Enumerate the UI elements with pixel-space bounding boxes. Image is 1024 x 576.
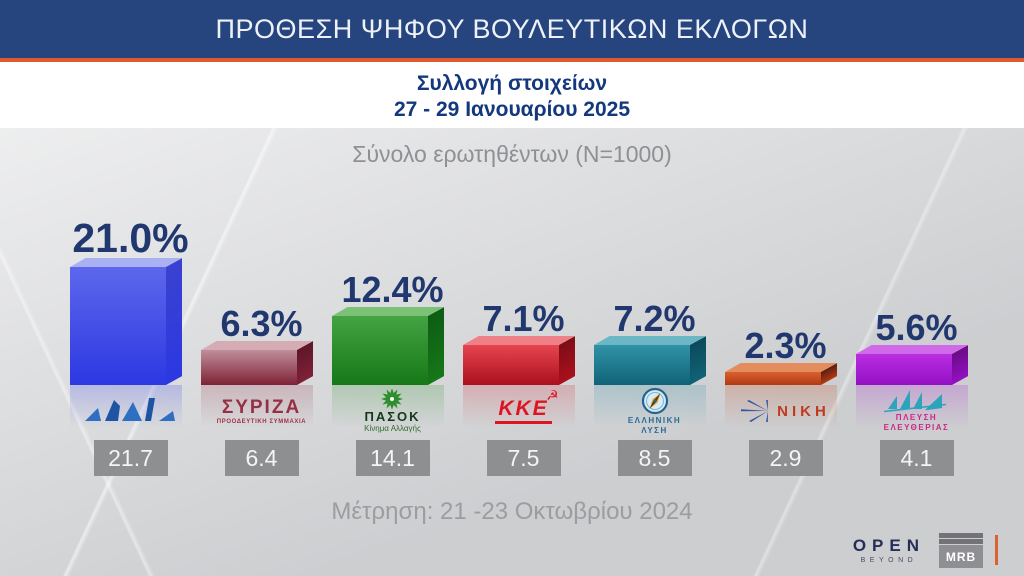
- party-column-kke: 7.1% ☭ ΚΚΕ 7.5: [458, 190, 589, 476]
- percent-label: 7.1%: [482, 298, 565, 339]
- branding: OPEN BEYOND MRB: [853, 532, 998, 568]
- subtitle-line-1: Συλλογή στοιχείων: [416, 72, 608, 95]
- party-logo: ΠΑΣΟΚ Κίνημα Αλλαγής: [364, 389, 421, 433]
- niki-spark-icon: [741, 400, 769, 422]
- party-logo: ΝΙΚΗ: [741, 400, 830, 422]
- plefsi-eleftherias-logo: ΠΛΕΥΣΗ ΕΛΕΥΘΕΡΙΑΣ: [884, 389, 950, 433]
- elliniki-lysi-logo: ΕΛΛΗΝΙΚΗ ΛΥΣΗ: [628, 387, 681, 436]
- party-logo: ☭ ΚΚΕ: [495, 387, 559, 424]
- subtitle-block: Συλλογή στοιχείων 27 - 29 Ιανουαρίου 202…: [0, 66, 1024, 128]
- party-logo: [84, 396, 177, 427]
- party-bar: [200, 350, 297, 385]
- bar-reflection: [462, 385, 575, 435]
- pasok-logo: ΠΑΣΟΚ Κίνημα Αλλαγής: [364, 389, 421, 433]
- previous-value-badge: 2.9: [748, 440, 823, 476]
- party-logo: ΠΛΕΥΣΗ ΕΛΕΥΘΕΡΙΑΣ: [884, 389, 950, 433]
- previous-value-badge: 7.5: [486, 440, 561, 476]
- party-bar: [331, 316, 428, 385]
- survey-date-note: Μέτρηση: 21 -23 Οκτωβρίου 2024: [331, 498, 693, 525]
- nd-logo: [84, 396, 177, 427]
- previous-value-badge: 8.5: [617, 440, 692, 476]
- percent-label: 5.6%: [875, 307, 958, 348]
- bar-reflection: [200, 385, 313, 435]
- subtitle-line-2: 27 - 29 Ιανουαρίου 2025: [393, 98, 631, 121]
- sails-icon: [884, 389, 947, 412]
- party-bar: [724, 372, 821, 385]
- previous-value-badge: 14.1: [355, 440, 430, 476]
- percent-label: 2.3%: [744, 325, 827, 366]
- party-bar: [69, 267, 166, 385]
- previous-value-badge: 6.4: [224, 440, 299, 476]
- previous-value-badge: 21.7: [93, 440, 168, 476]
- sample-size-note: Σύνολο ερωτηθέντων (N=1000): [352, 141, 672, 167]
- bar-reflection: [69, 385, 182, 435]
- party-bar: [462, 345, 559, 385]
- mrb-logo: MRB: [939, 532, 983, 568]
- bar-reflection: [855, 385, 968, 435]
- nd-flag-icon: [84, 397, 175, 421]
- page-title: ΠΡΟΘΕΣΗ ΨΗΦΟΥ ΒΟΥΛΕΥΤΙΚΩΝ ΕΚΛΟΓΩΝ: [215, 13, 809, 44]
- party-bar: [593, 345, 690, 385]
- party-logo: ΣΥΡΙΖΑ ΠΡΟΟΔΕΥΤΙΚΗ ΣΥΜΜΑΧΙΑ: [217, 398, 306, 425]
- header-bar: ΠΡΟΘΕΣΗ ΨΗΦΟΥ ΒΟΥΛΕΥΤΙΚΩΝ ΕΚΛΟΓΩΝ: [0, 0, 1024, 62]
- party-column-pasok: 12.4%: [327, 190, 458, 476]
- brand-divider: [995, 535, 998, 565]
- party-bar: [855, 354, 952, 385]
- hammer-sickle-icon: ☭: [546, 387, 559, 403]
- syriza-logo: ΣΥΡΙΖΑ ΠΡΟΟΔΕΥΤΙΚΗ ΣΥΜΜΑΧΙΑ: [216, 396, 307, 425]
- party-logo: ΕΛΛΗΝΙΚΗ ΛΥΣΗ: [628, 387, 681, 436]
- percent-label: 6.3%: [220, 303, 303, 344]
- compass-icon: [641, 387, 668, 414]
- percent-label: 12.4%: [341, 269, 444, 310]
- bar-reflection: [331, 385, 444, 435]
- mrb-stripes-icon: [939, 532, 983, 545]
- open-tv-logo: OPEN BEYOND: [852, 535, 925, 564]
- bar-chart: 21.0% 21.7 6.3%: [65, 190, 982, 476]
- previous-value-badge: 4.1: [879, 440, 954, 476]
- party-column-niki: 2.3% ΝΙΚΗ 2.9: [720, 190, 851, 476]
- party-column-plefsi: 5.6% ΠΛΕΥΣΗ ΕΛΕΥΘΕΡΙΑΣ 4.1: [851, 190, 982, 476]
- party-column-nd: 21.0% 21.7: [65, 190, 196, 476]
- party-column-syriza: 6.3% ΣΥΡΙΖΑ ΠΡΟΟΔΕΥΤΙΚΗ ΣΥΜΜΑΧΙΑ 6.4: [196, 190, 327, 476]
- percent-label: 21.0%: [72, 215, 189, 261]
- party-column-ell: 7.2% ΕΛΛΗΝΙΚΗ ΛΥΣΗ 8.5: [589, 190, 720, 476]
- pasok-sun-icon: [381, 389, 404, 409]
- kke-logo: ☭ ΚΚΕ: [495, 387, 559, 424]
- niki-logo: ΝΙΚΗ: [741, 400, 830, 422]
- percent-label: 7.2%: [613, 298, 696, 339]
